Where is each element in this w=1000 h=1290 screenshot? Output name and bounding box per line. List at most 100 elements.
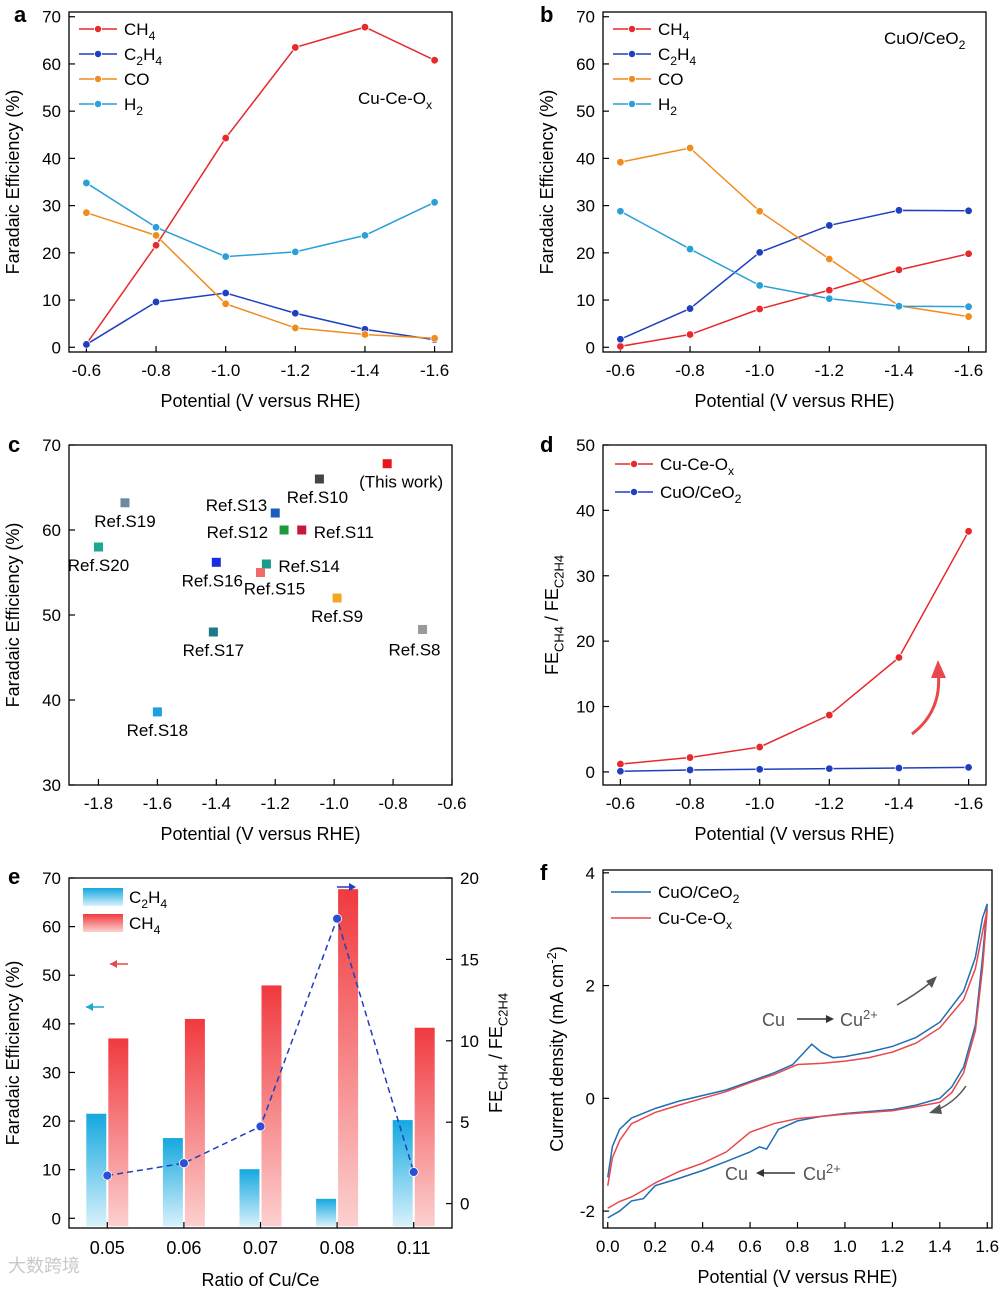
panel-a-ytick-label: 30 [42,197,61,216]
panel-a-point-h2 [360,231,370,240]
panel-a-point-co [82,208,91,217]
panel-c-point-label: Ref.S18 [127,721,188,740]
panel-b-legend-marker [628,100,637,109]
panel-a-ytick-label: 60 [42,55,61,74]
panel-e-arrowhead-cyan [86,1003,93,1011]
panel-a-xtick-label: -1.6 [420,361,449,380]
panel-e-y2tick-label: 5 [460,1113,469,1132]
panel-b-xtick-label: -0.8 [675,361,704,380]
panel-e-ytick-label: 50 [42,966,61,985]
panel-d-trend-arrowhead [931,660,946,678]
panel-f-scan-arrow-reverse [936,1085,967,1111]
panel-c-point-label: Ref.S8 [389,640,441,659]
panel-a-legend-label: CH4 [124,20,156,43]
panel-c-xlabel: Potential (V versus RHE) [160,824,360,844]
panel-f-ann2-to: Cu2+ [803,1161,841,1184]
panel-b-ytick-label: 50 [576,102,595,121]
panel-a: -0.6 -0.8 -1.0 -1.2 -1.4 -1.6 0 10 20 30 40 50 60 70 P… [3,2,453,411]
panel-b-ylabel: Faradaic Efficiency (%) [537,90,557,275]
panel-c-xtick-label: -1.6 [143,794,172,813]
panel-f-ann2-from: Cu [725,1164,748,1184]
panel-a-series-line-ch4 [85,26,435,345]
panel-a-point-h2 [221,252,230,261]
panel-d-legend-label: CuO/CeO2 [660,483,742,506]
panel-c-point [382,459,392,469]
panel-c-point-label: Ref.S12 [207,523,268,542]
panel-b-ytick-label: 20 [576,244,595,263]
panel-c-point-label: Ref.S19 [94,512,155,531]
panel-a-point-ch4 [360,22,370,32]
panel-d-series-line-cuoceo2 [620,766,969,773]
panel-a-point-co [360,330,370,339]
panel-d-ytick-label: 30 [576,567,595,586]
panel-b-point-co [685,143,695,153]
panel-e-legend-label: CH4 [129,914,161,937]
panel-e-xtick-label: 0.07 [243,1238,278,1258]
panel-b-point-ch4 [894,265,904,275]
panel-f-ann1-from: Cu [762,1010,785,1030]
panel-e-y2label: FECH4 / FEC2H4 [486,993,510,1113]
panel-a-xlabel: Potential (V versus RHE) [160,391,360,411]
panel-b-xtick-label: -1.6 [954,361,983,380]
panel-a-panel-label: a [14,2,27,27]
panel-d-legend-marker [630,487,639,496]
panel-a-frame [68,11,453,353]
panel-a-legend-label: CO [124,70,150,89]
panel-a-point-co [430,334,439,343]
panel-e-ytick-label: 30 [42,1063,61,1082]
panel-e-legend-swatch [83,888,123,906]
panel-b-ytick-label: 70 [576,8,595,27]
panel-e-ytick-label: 40 [42,1015,61,1034]
panel-a-legend-entry: CO [79,70,150,89]
panel-c-point-label: Ref.S9 [311,607,363,626]
panel-f-ytick-label: -2 [580,1202,595,1221]
panel-f-xtick-label: 0.6 [738,1237,762,1256]
panel-b-point-c2h4 [825,221,834,230]
panel-e-bar-c2h4 [239,1169,260,1227]
panel-c-point [211,557,221,567]
panel-b-ytick-label: 60 [576,55,595,74]
panel-b-point-ch4 [964,249,973,258]
panel-c-point [93,542,103,552]
panel-a-point-ch4 [291,43,300,52]
panel-c-point-label: Ref.S10 [287,488,348,507]
panel-e-legend-swatch [83,914,123,932]
panel-b-point-h2 [825,294,834,303]
panel-e-bar-c2h4 [162,1138,183,1227]
panel-d-trend-arrow [911,669,941,736]
panel-e-ytick-label: 60 [42,918,61,937]
panel-c-xtick-label: -1.8 [84,794,113,813]
panel-e-bar-ch4 [108,1038,129,1227]
panel-b-panel-label: b [540,2,553,27]
panel-d-point-cuoceo2 [894,763,904,773]
panel-b-xtick-label: -0.6 [606,361,635,380]
panel-c-point-label: Ref.S20 [68,556,129,575]
panel-a-ytick-label: 40 [42,149,61,168]
panel-c-point-label: Ref.S16 [182,571,243,590]
panel-e-y2tick-label: 10 [460,1032,479,1051]
panel-b-point-h2 [894,301,904,311]
panel-a-xtick-label: -1.4 [350,361,379,380]
panel-d-legend-label: Cu-Ce-Ox [660,455,734,478]
panel-b-series-line-ch4 [620,253,969,348]
panel-c-ytick-label: 50 [42,606,61,625]
panel-d-point-cuoceo2 [964,763,973,772]
panel-d-point-cuoceo2 [825,764,834,773]
panel-a-legend-marker [94,24,103,33]
panel-d-ytick-label: 0 [586,763,595,782]
panel-e-xtick-label: 0.11 [397,1238,431,1258]
panel-c-point [314,474,324,484]
panel-b-legend-label: H2 [658,95,677,118]
panel-b-point-c2h4 [616,335,625,344]
panel-b-legend-label: CH4 [658,20,690,43]
panel-f-scan-arrow-forward [896,982,931,1006]
panel-b-legend-entry: H2 [613,95,677,118]
panel-a-ytick-label: 10 [42,291,61,310]
panel-e-bar-ch4 [184,1018,205,1227]
panel-a-xtick-label: -1.0 [211,361,240,380]
panel-b-legend-entry: C2H4 [613,45,696,68]
panel-e-ytick-label: 20 [42,1112,61,1131]
panel-f-legend-label: Cu-Ce-Ox [658,909,732,932]
panel-e-arrowhead-blue [349,883,356,891]
panel-b-sample-label: CuO/CeO2 [884,29,966,52]
